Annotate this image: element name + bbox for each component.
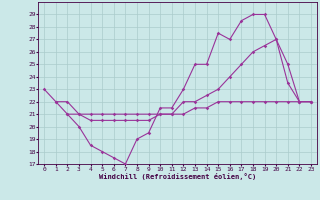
X-axis label: Windchill (Refroidissement éolien,°C): Windchill (Refroidissement éolien,°C) [99, 173, 256, 180]
